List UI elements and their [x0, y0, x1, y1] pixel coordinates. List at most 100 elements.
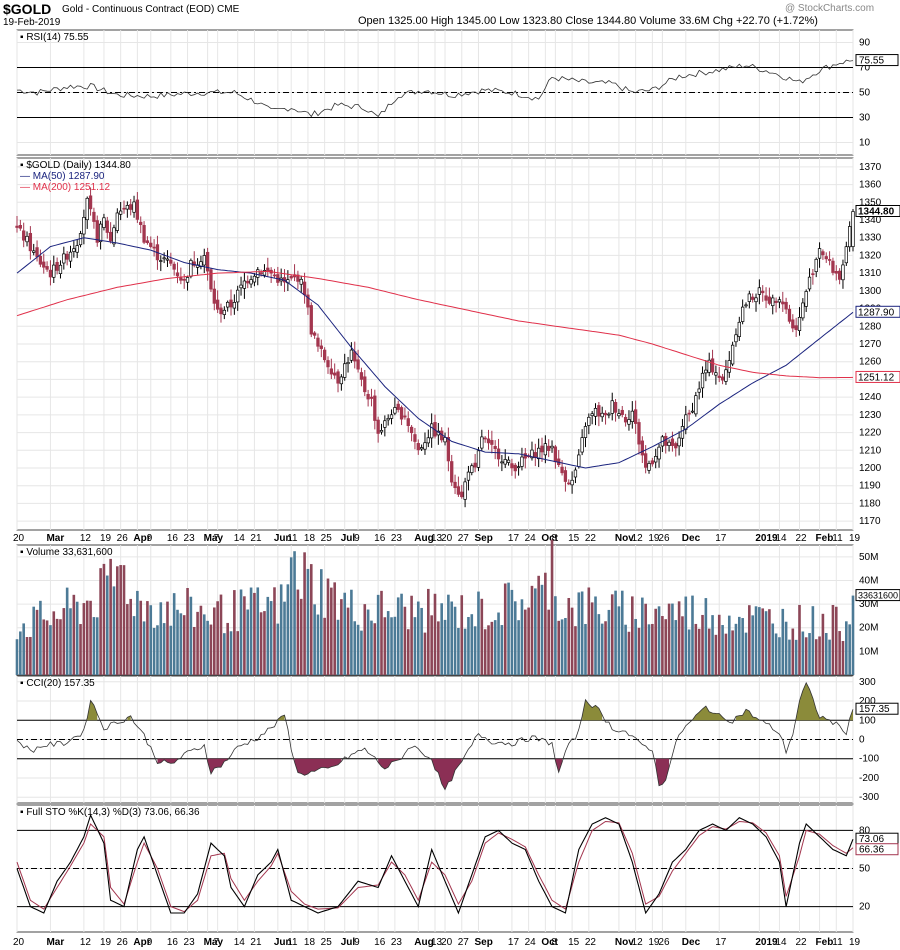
- volume-bar: [731, 630, 734, 675]
- volume-bar: [594, 596, 597, 675]
- price-candle: [734, 334, 738, 343]
- price-candle: [326, 360, 330, 368]
- price-candle: [312, 332, 317, 336]
- price-last-badge-text: 1344.80: [858, 206, 895, 217]
- volume-bar: [774, 633, 778, 675]
- volume-bar: [721, 625, 724, 675]
- price-candle: [246, 280, 250, 284]
- price-candle: [791, 319, 795, 329]
- volume-bar: [437, 621, 440, 675]
- price-candle: [446, 437, 451, 462]
- volume-bar: [748, 605, 751, 675]
- volume-bar: [306, 568, 310, 675]
- volume-bar: [634, 618, 637, 675]
- volume-bar: [560, 619, 564, 675]
- price-candle: [316, 337, 320, 347]
- x-axis-label-bottom: 23: [184, 937, 196, 948]
- price-candle: [714, 372, 718, 376]
- x-axis-label-top: Feb: [816, 533, 834, 544]
- price-candle: [697, 388, 701, 393]
- x-axis-label-bottom: 12: [80, 937, 92, 948]
- x-axis-label-top: 22: [795, 533, 807, 544]
- cci-tick-label: 300: [859, 677, 876, 688]
- x-axis-label-top: 19: [100, 533, 112, 544]
- volume-bar: [554, 596, 557, 675]
- rsi-tick-label: 50: [859, 88, 871, 99]
- volume-bar: [788, 639, 791, 675]
- watermark: @ StockCharts.com: [785, 3, 875, 14]
- volume-bar: [517, 620, 520, 675]
- rsi-last-value: 75.55: [859, 56, 884, 67]
- price-candle: [600, 412, 604, 418]
- price-candle: [754, 297, 758, 303]
- price-tick-label: 1310: [859, 268, 882, 279]
- price-candle: [242, 280, 247, 289]
- volume-bar: [396, 597, 400, 675]
- price-tick-label: 1230: [859, 410, 882, 421]
- x-axis-label-top: May: [204, 533, 224, 544]
- x-axis-label-top: Oct: [541, 533, 558, 544]
- price-candle: [92, 211, 96, 222]
- price-candle: [567, 482, 571, 485]
- price-candle: [363, 376, 367, 393]
- volume-bar: [550, 539, 554, 675]
- price-candle: [419, 447, 424, 450]
- volume-bar: [62, 608, 66, 675]
- price-candle: [573, 469, 578, 478]
- volume-bar: [172, 593, 176, 675]
- volume-bar: [467, 617, 470, 675]
- volume-bar: [493, 620, 497, 675]
- volume-bar: [149, 605, 153, 675]
- ma50-last-badge: [855, 305, 900, 318]
- price-candle: [35, 247, 39, 258]
- volume-bar: [574, 626, 577, 675]
- volume-bar: [463, 628, 467, 675]
- price-candle: [633, 409, 638, 424]
- price-candle: [236, 289, 240, 303]
- volume-bar: [734, 623, 738, 675]
- volume-bar: [447, 594, 450, 675]
- volume-bar: [677, 601, 681, 675]
- x-axis-label-top: Jun: [274, 533, 292, 544]
- volume-bar: [363, 604, 367, 675]
- price-candle: [115, 212, 119, 231]
- volume-bar: [212, 607, 216, 675]
- price-candle: [720, 376, 725, 381]
- volume-bar: [627, 631, 631, 675]
- volume-tick-label: 30M: [859, 599, 878, 610]
- price-candle: [215, 299, 220, 310]
- x-axis-label-bottom: 14: [775, 937, 787, 948]
- volume-bar: [507, 582, 510, 675]
- volume-bar: [236, 631, 240, 675]
- volume-bar: [824, 633, 828, 675]
- price-candle: [72, 248, 76, 252]
- price-candle: [650, 460, 655, 465]
- price-candle: [654, 456, 658, 463]
- volume-bar: [196, 611, 199, 675]
- price-tick-label: 1190: [859, 481, 881, 492]
- price-candle: [577, 454, 581, 467]
- cci-negative-fill: [207, 758, 228, 775]
- price-candle: [470, 465, 474, 473]
- volume-bar: [246, 609, 250, 675]
- x-axis-label-bottom: 23: [391, 937, 403, 948]
- price-candle: [132, 201, 136, 213]
- price-candle: [730, 344, 735, 365]
- x-axis-label-bottom: 11: [832, 937, 843, 948]
- volume-bar: [346, 607, 350, 675]
- price-candle: [45, 266, 49, 270]
- price-candle: [98, 223, 103, 243]
- price-candle: [456, 486, 461, 495]
- volume-bar: [848, 624, 851, 675]
- price-candle: [259, 272, 263, 275]
- volume-bar: [584, 623, 587, 675]
- price-label: ▪ $GOLD (Daily) 1344.80: [20, 160, 131, 171]
- price-candle: [119, 210, 123, 215]
- volume-bar: [831, 604, 835, 675]
- x-axis-label-top: 19: [648, 533, 660, 544]
- volume-bar: [380, 590, 383, 675]
- volume-bar: [711, 615, 714, 675]
- price-candle: [804, 291, 808, 307]
- x-axis-label-top: 20: [13, 533, 25, 544]
- price-candle: [460, 491, 464, 498]
